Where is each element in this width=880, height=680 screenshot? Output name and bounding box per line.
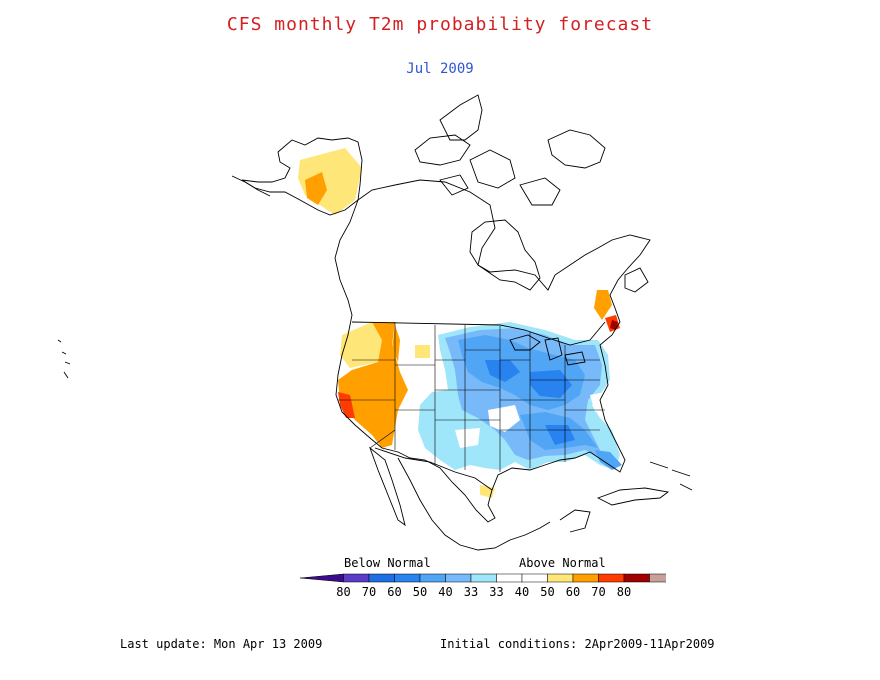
legend-color-cell bbox=[598, 573, 625, 583]
legend-color-cell bbox=[419, 573, 446, 583]
shade-texas-40 bbox=[480, 485, 495, 498]
aleutians bbox=[231, 175, 271, 197]
ellesmere bbox=[439, 94, 483, 141]
hawaii bbox=[57, 339, 71, 379]
legend-tick-label: 33 bbox=[464, 585, 478, 599]
alaska-outline bbox=[241, 137, 363, 216]
shade-florida-60 bbox=[595, 450, 622, 470]
shade-alaska-50 bbox=[305, 172, 327, 205]
shade-near-normal-b bbox=[455, 428, 480, 448]
arctic-islands-2 bbox=[469, 149, 516, 189]
arctic-islands-1 bbox=[414, 134, 471, 166]
legend-color-cell bbox=[521, 573, 548, 583]
last-update: Last update: Mon Apr 13 2009 bbox=[120, 637, 323, 651]
shade-west-50a bbox=[338, 322, 408, 448]
legend-color-cell bbox=[623, 573, 650, 583]
forecast-shading bbox=[298, 148, 622, 498]
legend-tick-label: 40 bbox=[438, 585, 452, 599]
legend-above-label: Above Normal bbox=[519, 556, 606, 570]
arctic-islands-3 bbox=[519, 177, 561, 206]
legend-color-cell bbox=[470, 573, 497, 583]
legend-tick-label: 70 bbox=[362, 585, 376, 599]
shade-near-normal-c bbox=[590, 392, 608, 412]
legend-color-cell bbox=[496, 573, 523, 583]
shade-maine-70 bbox=[610, 320, 618, 330]
legend-color-cell bbox=[649, 573, 666, 583]
legend-tick-label: 60 bbox=[566, 585, 580, 599]
legend-tick-label: 80 bbox=[617, 585, 631, 599]
probability-legend: 80 70 60 50 40 33 33 40 50 60 70 80 bbox=[299, 573, 666, 599]
shade-west-40 bbox=[340, 322, 382, 368]
baja-outline bbox=[369, 446, 406, 527]
newfoundland bbox=[624, 267, 649, 293]
legend-tick-label: 60 bbox=[387, 585, 401, 599]
legend-color-cell bbox=[299, 573, 344, 583]
shade-maritime-50 bbox=[594, 290, 612, 320]
legend-tick-label: 33 bbox=[489, 585, 503, 599]
great-lakes bbox=[509, 334, 586, 366]
us-mexico-border bbox=[374, 447, 493, 491]
hudson-bay bbox=[469, 219, 541, 291]
legend-color-cell bbox=[368, 573, 395, 583]
greenland-outline bbox=[547, 129, 606, 169]
shade-california-60 bbox=[338, 392, 355, 418]
legend-tick-label: 80 bbox=[336, 585, 350, 599]
legend-color-cell bbox=[445, 573, 472, 583]
shade-east-70b bbox=[530, 370, 572, 398]
legend-color-cell bbox=[343, 573, 370, 583]
yucatan-outline bbox=[559, 509, 591, 533]
shade-west-50b bbox=[392, 325, 400, 362]
shade-montana-40 bbox=[415, 345, 430, 358]
shade-near-normal-a bbox=[488, 405, 520, 432]
initial-conditions: Initial conditions: 2Apr2009-11Apr2009 bbox=[440, 637, 715, 651]
map-outlines bbox=[57, 94, 693, 551]
north-america-outline bbox=[334, 179, 651, 523]
us-canada-border bbox=[351, 321, 606, 346]
mexico-outline bbox=[397, 457, 551, 551]
state-lines bbox=[338, 322, 605, 472]
legend-tick-label: 50 bbox=[540, 585, 554, 599]
chart-title: CFS monthly T2m probability forecast bbox=[226, 14, 654, 35]
legend-color-cell bbox=[572, 573, 599, 583]
cuba bbox=[596, 487, 670, 506]
chart-subtitle: Jul 2009 bbox=[406, 61, 474, 77]
shade-east-70a bbox=[485, 360, 520, 382]
legend-color-cell bbox=[394, 573, 421, 583]
legend-tick-label: 50 bbox=[413, 585, 427, 599]
legend-tick-label: 70 bbox=[591, 585, 605, 599]
legend-below-label: Below Normal bbox=[344, 556, 431, 570]
legend-tick-label: 40 bbox=[515, 585, 529, 599]
legend-color-cell bbox=[547, 573, 574, 583]
caribbean-islands bbox=[649, 461, 693, 491]
arctic-islands-4 bbox=[439, 174, 469, 196]
